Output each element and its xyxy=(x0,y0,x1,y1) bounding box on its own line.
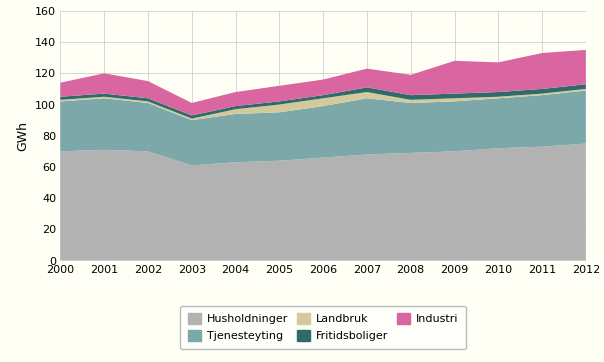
Y-axis label: GWh: GWh xyxy=(16,121,30,151)
Legend: Husholdninger, Tjenesteyting, Landbruk, Fritidsboliger, Industri: Husholdninger, Tjenesteyting, Landbruk, … xyxy=(180,306,466,349)
